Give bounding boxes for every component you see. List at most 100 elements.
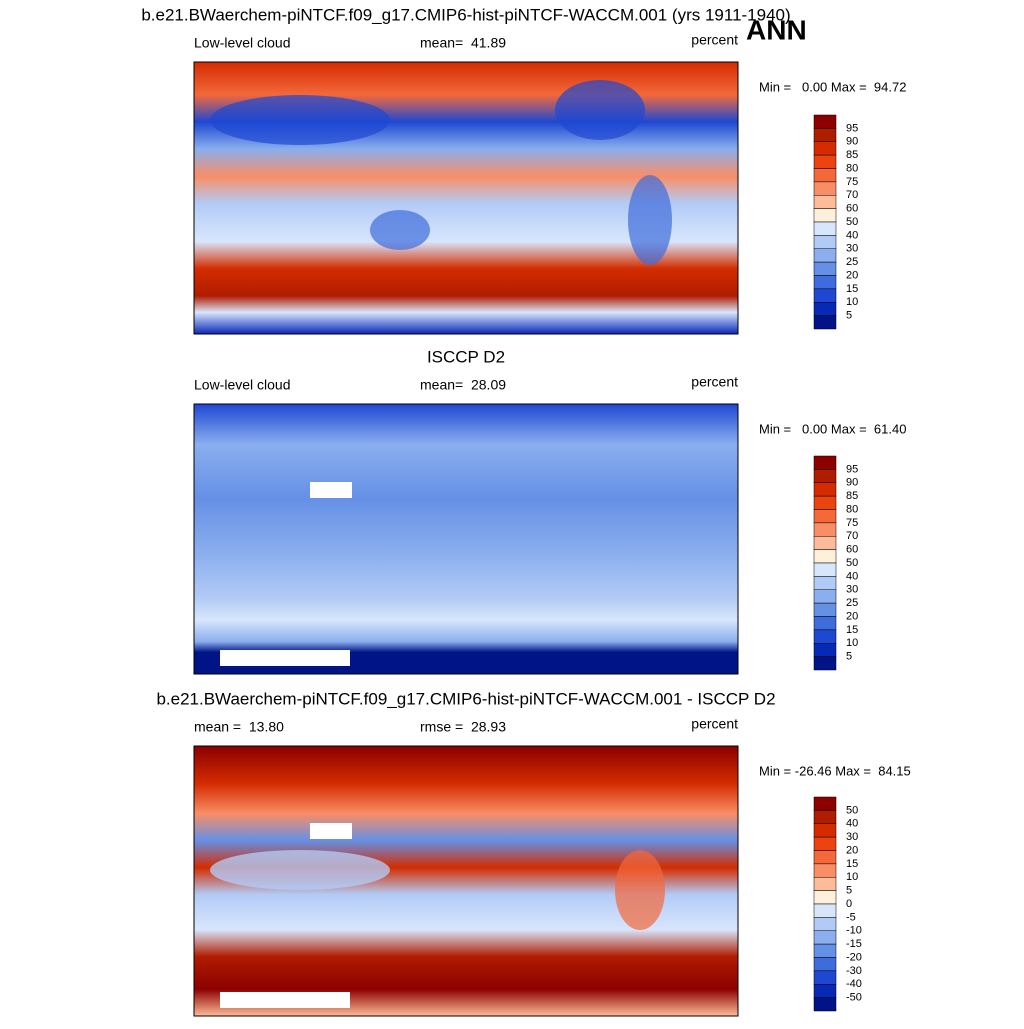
colorbar-box [813,288,837,303]
colorbar-box [813,495,837,510]
colorbar-label: 50 [846,216,858,228]
colorbar-label: 70 [846,530,858,542]
colorbar-label: 15 [846,283,858,295]
right-string: percent [691,32,738,48]
colorbar-label: 80 [846,162,858,174]
colorbar-box [813,315,837,330]
colorbar-box [813,114,837,129]
left-string: Low-level cloud [194,377,291,393]
colorbar-box [813,168,837,183]
colorbar-box [813,643,837,657]
left-string: mean = 13.80 [194,719,284,735]
colorbar-label: 10 [846,637,858,649]
colorbar-box [813,154,837,169]
map-1 [193,403,739,675]
colorbar-box [813,589,837,604]
colorbar-label: 95 [846,122,858,134]
map-0 [193,61,739,335]
colorbar-box [813,629,837,644]
colorbar-box [813,208,837,223]
colorbar-box [813,536,837,550]
colorbar-box [813,984,837,998]
colorbar-label: 85 [846,490,858,502]
colorbar-label: 5 [846,885,852,897]
colorbar-box [813,221,837,236]
colorbar-box [813,903,837,918]
colorbar-label: 15 [846,624,858,636]
panel-title: ISCCP D2 [427,347,505,366]
colorbar-label: 40 [846,570,858,582]
colorbar-label: 25 [846,256,858,268]
colorbar-label: 15 [846,858,858,870]
center-string: mean= 41.89 [420,35,506,51]
left-string: Low-level cloud [194,35,291,51]
colorbar-label: 40 [846,818,858,830]
colorbar-label: -5 [846,911,856,923]
colorbar-label: 90 [846,477,858,489]
colorbar-label: 70 [846,189,858,201]
colorbar-box [813,823,837,838]
colorbar-box [813,248,837,263]
colorbar-box [813,275,837,290]
center-string: rmse = 28.93 [420,719,506,735]
season-label: ANN [746,14,807,45]
min-max: Min = 0.00 Max = 61.40 [759,421,906,436]
colorbar-label: 30 [846,243,858,255]
colorbar-box [813,850,837,865]
colorbar-label: 60 [846,544,858,556]
colorbar-label: 50 [846,804,858,816]
colorbar-label: 80 [846,503,858,515]
panel-title: b.e21.BWaerchem-piNTCF.f09_g17.CMIP6-his… [156,689,775,708]
colorbar-label: 25 [846,597,858,609]
colorbar-box [813,549,837,564]
colorbar-box [813,469,837,483]
colorbar-box [813,957,837,972]
colorbar-box [813,576,837,590]
colorbar-box [813,863,837,878]
colorbar-label: 10 [846,871,858,883]
colorbar-label: 5 [846,651,852,663]
colorbar-label: 20 [846,610,858,622]
colorbar-box [813,261,837,276]
colorbar-label: 50 [846,557,858,569]
colorbar-label: 5 [846,310,852,322]
colorbar-box [813,930,837,945]
colorbar-box [813,509,837,524]
colorbar-label: 30 [846,584,858,596]
colorbar-box [813,917,837,931]
map-2 [193,745,739,1017]
colorbar-box [813,877,837,891]
colorbar-box [813,836,837,851]
colorbar-box [813,656,837,671]
colorbar-box [813,602,837,617]
colorbar-box [813,810,837,824]
colorbar-label: 20 [846,269,858,281]
colorbar-label: -40 [846,978,862,990]
colorbar-box [813,302,837,316]
colorbar-label: 30 [846,831,858,843]
panel-title: b.e21.BWaerchem-piNTCF.f09_g17.CMIP6-his… [141,5,790,24]
right-string: percent [691,716,738,732]
colorbar-box [813,141,837,156]
colorbar-box [813,997,837,1012]
colorbar-label: -15 [846,938,862,950]
colorbar-box [813,522,837,537]
colorbar-box [813,235,837,249]
colorbar-label: 20 [846,844,858,856]
colorbar-label: -30 [846,965,862,977]
min-max: Min = 0.00 Max = 94.72 [759,79,906,94]
colorbar-box [813,970,837,985]
colorbar-label: 40 [846,229,858,241]
colorbar-box [813,482,837,497]
colorbar-box [813,616,837,631]
colorbar-box [813,943,837,958]
colorbar-box [813,890,837,905]
colorbar-label: 85 [846,149,858,161]
colorbar-box [813,562,837,577]
colorbar-label: 60 [846,203,858,215]
colorbar-label: 0 [846,898,852,910]
colorbar-label: -20 [846,951,862,963]
colorbar-box [813,128,837,142]
colorbar-label: 90 [846,136,858,148]
